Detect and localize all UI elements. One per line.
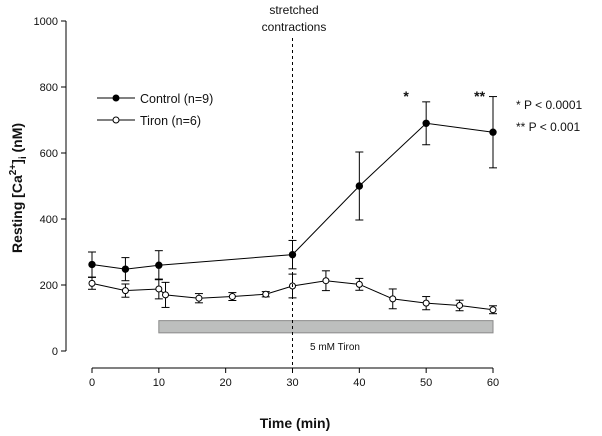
significance-legend-line-2: ** P < 0.001: [516, 120, 580, 134]
treatment-bar: [158, 320, 494, 334]
series-1-point-6: [489, 128, 497, 136]
x-tick-label-30: 30: [286, 377, 298, 389]
series-1-point-2: [155, 261, 163, 269]
series-2-point-11: [422, 299, 430, 307]
series-2-point-9: [355, 280, 363, 288]
x-tick-label-50: 50: [420, 377, 432, 389]
phase-label-line-1: stretched: [269, 3, 318, 17]
x-tick-label-60: 60: [487, 377, 499, 389]
series-1-point-4: [355, 182, 364, 190]
legend-label-tiron: Tiron (n=6): [140, 114, 201, 128]
y-tick-label-0: 0: [52, 346, 58, 358]
series-2-point-12: [456, 301, 464, 309]
significance-legend-line-1: * P < 0.0001: [516, 98, 582, 112]
series-2-point-8: [322, 277, 330, 285]
x-tick-label-40: 40: [353, 377, 365, 389]
series-1-point-0: [88, 260, 96, 269]
legend-label-control: Control (n=9): [140, 92, 213, 106]
y-tick-label-600: 600: [40, 148, 58, 160]
series-2-point-6: [262, 290, 270, 298]
y-axis-title-subscript: i: [18, 156, 29, 159]
y-tick-label-400: 400: [40, 214, 58, 226]
y-axis-title-part-5: (nM): [9, 123, 25, 156]
series-2-point-4: [195, 294, 203, 302]
series-1-point-1: [121, 265, 130, 273]
series-layer: [88, 96, 497, 315]
significance-mark-1: *: [403, 88, 409, 104]
annotation-layer: * **: [292, 38, 486, 368]
x-tick-label-0: 0: [89, 377, 95, 389]
series-1-point-5: [422, 119, 430, 128]
legend-marker-2: [112, 116, 120, 124]
series-2-point-1: [121, 287, 129, 295]
phase-label-line-2: contractions: [262, 20, 327, 34]
y-axis-title-part-3: ]: [9, 159, 25, 164]
series-2-point-3: [162, 291, 170, 299]
series-2-point-13: [489, 306, 497, 314]
y-axis-title-part-1: Resting [Ca: [9, 175, 25, 253]
y-axis-title: Resting [Ca2+]i (nM): [8, 123, 29, 253]
significance-mark-2: **: [474, 88, 485, 104]
series-2-point-2: [155, 285, 163, 293]
legend-layer: [97, 94, 135, 124]
series-2-point-5: [228, 293, 236, 301]
y-axis-title-superscript: 2+: [8, 164, 19, 176]
x-tick-label-20: 20: [220, 377, 232, 389]
x-tick-label-10: 10: [153, 377, 165, 389]
treatment-bar-layer: [158, 320, 494, 334]
series-2-point-0: [88, 279, 96, 287]
y-tick-label-200: 200: [40, 280, 58, 292]
treatment-bar-label: 5 mM Tiron: [310, 342, 360, 353]
legend-marker-1: [112, 94, 120, 102]
y-tick-label-800: 800: [40, 82, 58, 94]
x-axis-title: Time (min): [260, 415, 331, 431]
series-2-point-10: [389, 295, 397, 303]
y-tick-label-1000: 1000: [34, 16, 58, 28]
series-2: [88, 270, 497, 315]
axes-layer: 0 200 400 600 800 1000 0 10 20 30 40 50 60: [34, 16, 500, 389]
